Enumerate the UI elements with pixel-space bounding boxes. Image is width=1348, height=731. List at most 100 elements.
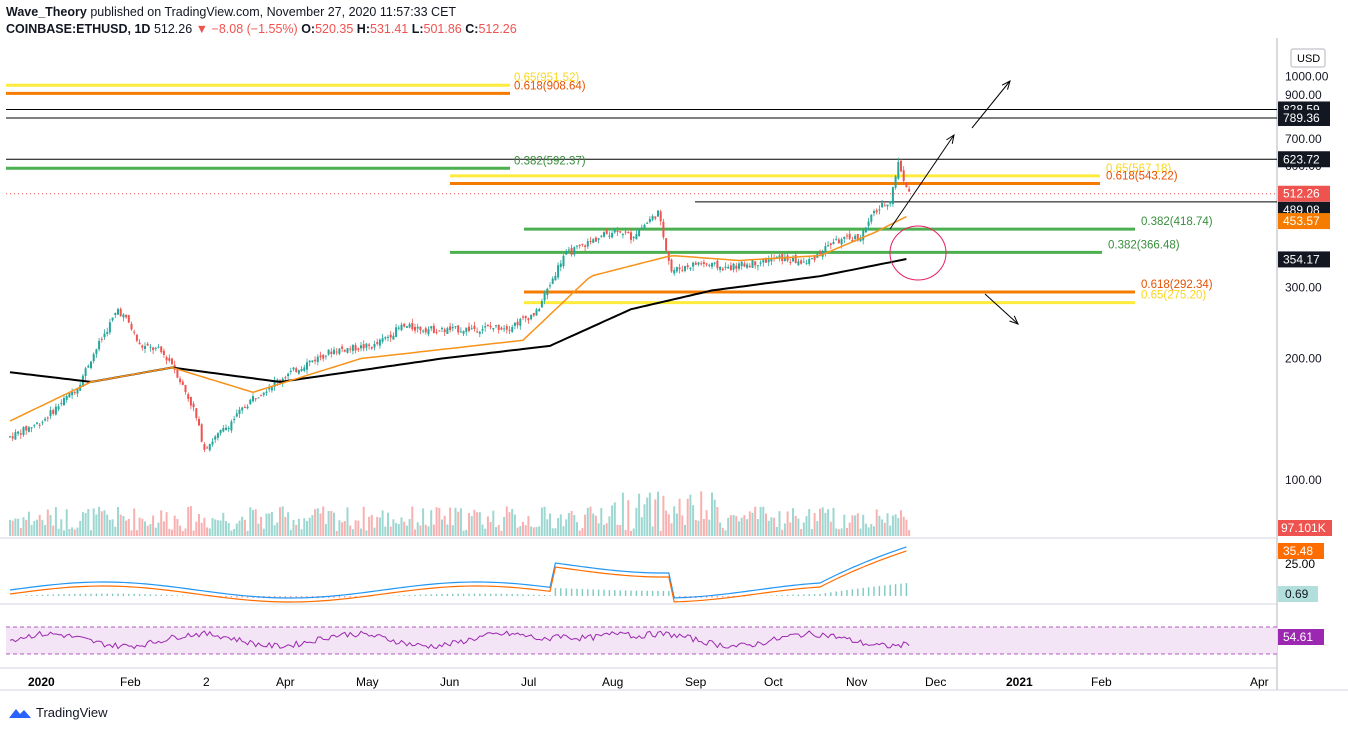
candle-body bbox=[192, 403, 195, 408]
candle-body bbox=[351, 344, 354, 351]
macd-hist-bar bbox=[646, 590, 648, 596]
candle-body bbox=[457, 325, 460, 333]
hist-tag-label: 0.69 bbox=[1285, 587, 1309, 601]
volume-bar bbox=[708, 519, 711, 536]
candle-body bbox=[341, 346, 344, 349]
candle-body bbox=[870, 214, 873, 222]
volume-bar bbox=[125, 520, 128, 536]
macd-hist-bar bbox=[160, 594, 162, 596]
rsi-line bbox=[9, 630, 910, 650]
candle-body bbox=[538, 309, 541, 312]
volume-bar bbox=[384, 526, 387, 536]
footer-brand[interactable]: TradingView bbox=[36, 705, 108, 720]
volume-bar bbox=[738, 521, 740, 536]
candle-body bbox=[27, 427, 30, 432]
macd-hist-bar bbox=[57, 594, 60, 596]
candle-body bbox=[195, 408, 198, 418]
volume-bar bbox=[49, 514, 52, 536]
volume-bar bbox=[743, 515, 746, 536]
candle-body bbox=[589, 240, 592, 242]
candle-body bbox=[65, 396, 68, 400]
volume-bar bbox=[767, 520, 770, 536]
candle-body bbox=[87, 365, 90, 368]
candle-body bbox=[891, 187, 894, 205]
candle-body bbox=[262, 392, 265, 395]
macd-hist-bar bbox=[225, 596, 227, 598]
volume-bar bbox=[881, 519, 884, 536]
candle-body bbox=[411, 322, 414, 330]
volume-bar bbox=[300, 529, 303, 536]
macd-hist-bar bbox=[522, 594, 524, 596]
candle-body bbox=[316, 356, 319, 363]
publisher-name[interactable]: Wave_Theory bbox=[6, 5, 87, 19]
volume-bar bbox=[511, 508, 514, 536]
candle-body bbox=[360, 345, 362, 349]
candle-body bbox=[540, 300, 543, 308]
candle-body bbox=[30, 427, 33, 429]
volume-bar bbox=[387, 512, 389, 536]
candle-body bbox=[900, 160, 902, 172]
volume-bar bbox=[214, 519, 217, 536]
candle-body bbox=[873, 211, 875, 214]
macd-hist-bar bbox=[295, 596, 297, 599]
candle-body bbox=[711, 262, 713, 267]
volume-bar bbox=[908, 530, 911, 536]
volume-bar bbox=[797, 518, 800, 536]
candle-body bbox=[68, 392, 71, 398]
axis-unit-label: USD bbox=[1297, 53, 1320, 65]
volume-bar bbox=[146, 525, 149, 536]
volume-bar bbox=[227, 523, 230, 536]
publish-line: Wave_Theory published on TradingView.com… bbox=[6, 4, 517, 21]
candle-body bbox=[9, 436, 11, 438]
macd-hist-bar bbox=[338, 596, 341, 598]
price-tag-label: 623.72 bbox=[1283, 152, 1320, 166]
candle-body bbox=[735, 265, 738, 269]
candle-body bbox=[624, 231, 627, 233]
candle-body bbox=[497, 324, 500, 330]
candle-body bbox=[211, 441, 214, 445]
volume-bar bbox=[600, 507, 603, 536]
candle-body bbox=[824, 246, 827, 253]
candle-body bbox=[648, 219, 651, 222]
candle-body bbox=[378, 339, 381, 346]
candle-body bbox=[878, 209, 881, 211]
candle-body bbox=[408, 324, 411, 328]
macd-hist-bar bbox=[279, 596, 281, 599]
candle-body bbox=[802, 261, 805, 263]
candle-body bbox=[187, 394, 190, 399]
volume-bar bbox=[670, 523, 673, 536]
volume-bar bbox=[414, 529, 416, 536]
volume-bar bbox=[870, 523, 873, 536]
volume-bar bbox=[392, 519, 395, 536]
candle-body bbox=[108, 322, 111, 333]
volume-bar bbox=[249, 507, 252, 536]
macd-hist-bar bbox=[430, 594, 432, 596]
candle-body bbox=[403, 323, 406, 327]
candle-body bbox=[306, 362, 308, 370]
candle-body bbox=[765, 259, 767, 263]
candle-body bbox=[219, 430, 222, 434]
volume-bar bbox=[76, 527, 79, 536]
symbol-label[interactable]: COINBASE:ETHUSD, 1D bbox=[6, 22, 151, 36]
macd-hist-bar bbox=[354, 596, 357, 598]
macd-hist-bar bbox=[290, 596, 292, 599]
volume-bar bbox=[864, 523, 867, 536]
candle-body bbox=[14, 432, 17, 440]
candle-body bbox=[657, 210, 659, 217]
volume-bar bbox=[351, 529, 354, 536]
volume-bar bbox=[322, 506, 325, 536]
macd-hist-bar bbox=[500, 593, 503, 596]
candle-body bbox=[708, 264, 711, 266]
volume-bar bbox=[729, 515, 732, 536]
candle-body bbox=[578, 244, 581, 246]
macd-tick-label: 25.00 bbox=[1285, 557, 1315, 571]
volume-bar bbox=[503, 516, 506, 536]
volume-bar bbox=[276, 522, 279, 536]
macd-hist-bar bbox=[41, 594, 44, 596]
candle-body bbox=[103, 333, 106, 338]
candle-body bbox=[319, 355, 322, 358]
candle-body bbox=[883, 205, 886, 207]
macd-hist-bar bbox=[144, 594, 146, 596]
macd-hist-bar bbox=[597, 589, 600, 596]
